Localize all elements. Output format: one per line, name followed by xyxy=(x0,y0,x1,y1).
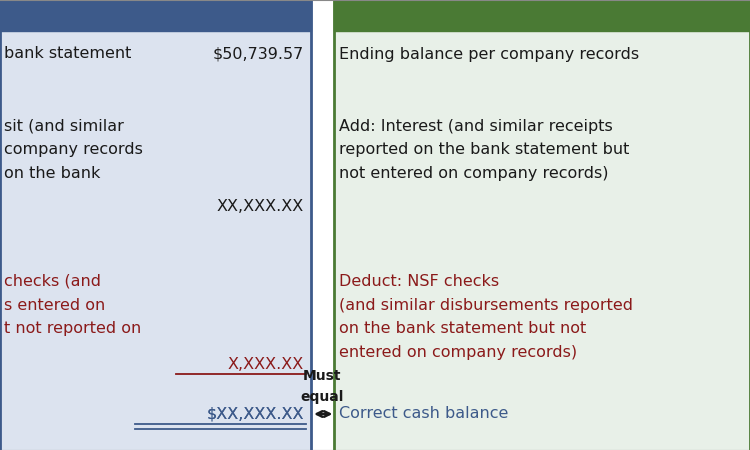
Text: reported on the bank statement but: reported on the bank statement but xyxy=(339,142,629,157)
Text: XX,XXX.XX: XX,XXX.XX xyxy=(217,199,304,215)
Text: X,XXX.XX: X,XXX.XX xyxy=(227,357,304,372)
Text: entered on company records): entered on company records) xyxy=(339,345,578,360)
Text: Must: Must xyxy=(303,369,342,383)
Bar xyxy=(334,31,750,450)
Text: Ending balance per company records: Ending balance per company records xyxy=(339,46,639,62)
Text: t not reported on: t not reported on xyxy=(4,321,141,337)
Text: equal: equal xyxy=(301,390,344,404)
Text: $XX,XXX.XX: $XX,XXX.XX xyxy=(206,406,304,422)
Text: Deduct: NSF checks: Deduct: NSF checks xyxy=(339,274,500,289)
Text: Correct cash balance: Correct cash balance xyxy=(339,406,508,422)
Text: $XX,XXX.XX: $XX,XXX.XX xyxy=(206,406,304,422)
Text: company records: company records xyxy=(4,142,142,157)
Text: Add: Interest (and similar receipts: Add: Interest (and similar receipts xyxy=(339,118,613,134)
Bar xyxy=(334,0,750,31)
Text: sit (and similar: sit (and similar xyxy=(4,118,124,134)
Text: on the bank statement but not: on the bank statement but not xyxy=(339,321,586,337)
Text: checks (and: checks (and xyxy=(4,274,100,289)
Text: not entered on company records): not entered on company records) xyxy=(339,166,608,181)
Text: $50,739.57: $50,739.57 xyxy=(212,46,304,62)
Text: (and similar disbursements reported: (and similar disbursements reported xyxy=(339,297,633,313)
Text: s entered on: s entered on xyxy=(4,297,105,313)
Bar xyxy=(0,31,311,450)
Bar xyxy=(0,0,311,31)
Text: on the bank: on the bank xyxy=(4,166,100,181)
Text: bank statement: bank statement xyxy=(4,46,131,62)
